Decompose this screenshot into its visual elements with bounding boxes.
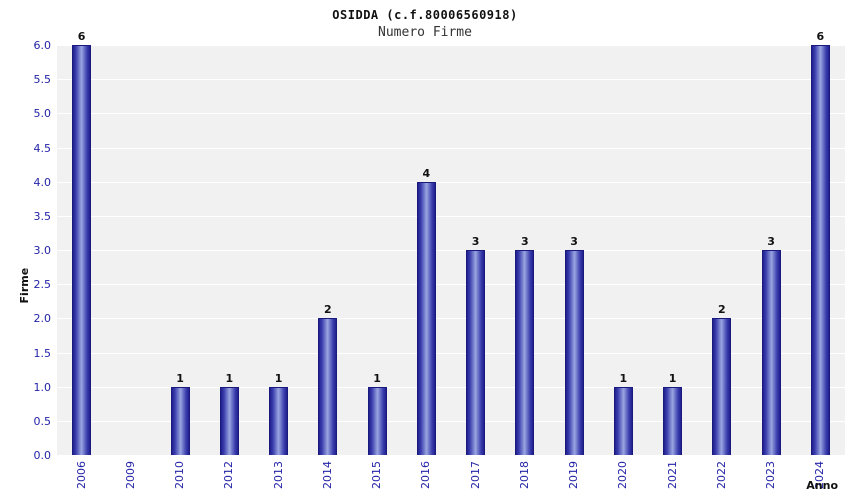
y-tick-label: 0.0	[33, 449, 52, 462]
x-tick-label-2014: 2014	[320, 461, 334, 489]
gridline	[57, 420, 845, 422]
bar-2023	[761, 250, 781, 455]
bar-2022	[712, 318, 732, 455]
x-tick-label-2020: 2020	[616, 461, 630, 489]
bar-value-label: 3	[570, 235, 578, 248]
y-tick-label: 4.0	[33, 175, 52, 189]
x-tick-label-2015: 2015	[370, 461, 384, 489]
y-tick-label: 6.0	[33, 39, 52, 52]
bar-value-label: 1	[619, 371, 628, 385]
bar-value-label: 1	[225, 371, 234, 385]
gridline	[57, 45, 845, 46]
y-tick-label: 5.0	[33, 107, 52, 121]
gridline	[57, 284, 845, 286]
bar-value-label: 6	[77, 30, 86, 43]
bar-2017	[466, 250, 486, 455]
y-axis-label: Firme	[18, 267, 31, 304]
bar-value-label: 3	[521, 235, 529, 248]
bar-2014	[318, 318, 338, 455]
gridline	[57, 455, 845, 456]
bar-value-label: 3	[767, 235, 775, 248]
bar-2019	[564, 250, 584, 455]
y-tick-label: 1.0	[33, 380, 52, 394]
x-tick-label-2009: 2009	[123, 461, 137, 489]
gridline	[57, 181, 845, 183]
bar-2012	[219, 386, 239, 455]
gridline	[57, 318, 845, 320]
chart-subtitle: Numero Firme	[378, 25, 472, 40]
x-tick-label-2019: 2019	[567, 461, 581, 489]
x-tick-label-2016: 2016	[419, 461, 433, 489]
y-tick-label: 5.5	[33, 73, 52, 87]
plot-area: 6 1 1 1 2 1 4 3 3 3 1 1 2 3 6	[57, 30, 845, 456]
gridline	[57, 113, 845, 115]
gridline	[57, 352, 845, 354]
bar-2018	[515, 250, 535, 455]
x-tick-label-2012: 2012	[222, 461, 236, 489]
bar-value-label: 1	[274, 371, 283, 385]
bar-2013	[269, 386, 289, 455]
bar-2010	[170, 386, 190, 455]
y-tick-label: 3.0	[33, 244, 52, 257]
chart-title: OSIDDA (c.f.80006560918)	[332, 8, 518, 22]
bar-value-label: 2	[324, 303, 332, 317]
bar-2015	[367, 386, 387, 455]
x-tick-label-2010: 2010	[173, 461, 187, 489]
y-tick-label: 2.5	[33, 278, 52, 292]
x-tick-label-2023: 2023	[764, 461, 778, 489]
x-tick-label-2018: 2018	[517, 461, 531, 489]
gridline	[57, 79, 845, 81]
y-tick-label: 0.5	[33, 414, 52, 428]
bar-value-label: 6	[816, 30, 825, 43]
bar-value-label: 1	[668, 371, 677, 385]
x-tick-label-2021: 2021	[665, 461, 679, 489]
gridline	[57, 250, 845, 251]
x-tick-label-2017: 2017	[468, 461, 482, 489]
x-axis-label: Anno	[806, 479, 838, 492]
gridline	[57, 386, 845, 388]
bar-value-label: 2	[718, 303, 726, 317]
x-tick-label-2006: 2006	[74, 461, 88, 489]
bar-value-label: 4	[422, 166, 431, 180]
bar-2024	[810, 45, 830, 455]
bar-2006	[72, 45, 92, 455]
y-tick-label: 4.5	[33, 141, 52, 155]
x-tick-label-2013: 2013	[271, 461, 285, 489]
bar-value-label: 1	[373, 371, 381, 385]
bar-2020	[613, 386, 633, 455]
bar-2016	[416, 181, 436, 455]
bar-2021	[663, 386, 683, 455]
bar-value-label: 3	[471, 235, 480, 248]
y-tick-label: 3.5	[33, 209, 52, 223]
gridline	[57, 147, 845, 149]
bar-value-label: 1	[176, 371, 184, 385]
x-tick-label-2022: 2022	[714, 461, 728, 489]
gridline	[57, 215, 845, 217]
y-tick-label: 1.5	[33, 346, 52, 360]
y-tick-label: 2.0	[33, 312, 52, 326]
